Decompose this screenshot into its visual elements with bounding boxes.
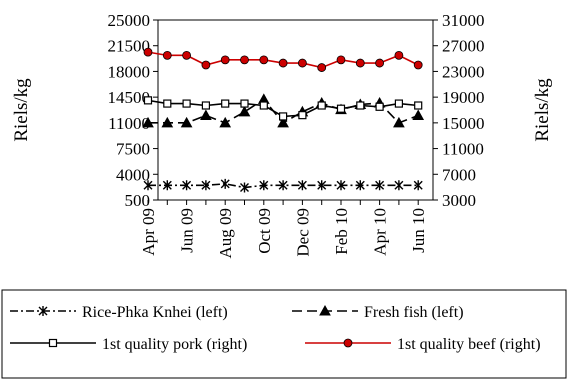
left-axis-tick-label: 25000 (108, 11, 151, 30)
series-3-point (297, 58, 307, 68)
series-0-point (336, 180, 346, 191)
series-3-point (317, 63, 327, 72)
left-axis-tick-label: 500 (125, 191, 151, 210)
series-0-point (162, 180, 172, 191)
x-axis-tick-label: Apr 10 (371, 208, 390, 256)
series-0-point (143, 180, 153, 191)
legend-entry-label: Fresh fish (left) (364, 304, 464, 321)
series-0-point (201, 180, 211, 191)
series-0-point (355, 180, 365, 191)
x-axis-tick-label: Oct 09 (255, 208, 274, 254)
series-1-point (393, 116, 405, 128)
series-3-point (336, 55, 346, 65)
series-1-point (412, 109, 425, 121)
series-0-point (297, 180, 307, 191)
x-axis-tick-label: Dec 09 (293, 208, 312, 257)
left-axis-tick-label: 14500 (108, 88, 151, 107)
right-axis-tick-label: 31000 (442, 11, 485, 30)
series-2-point (414, 101, 423, 110)
series-3-point (278, 58, 288, 68)
x-axis-tick-label: Jun 10 (409, 208, 428, 253)
x-axis-tick-label: Aug 09 (216, 208, 235, 259)
series-1-point (219, 116, 232, 128)
series-2-point (143, 96, 153, 105)
legend-swatch-marker (48, 338, 58, 348)
right-axis-tick-label: 23000 (442, 62, 485, 81)
legend-swatch-marker (343, 338, 353, 348)
series-2-point (182, 99, 191, 108)
series-0-point (278, 180, 288, 191)
series-1-point (200, 109, 212, 121)
right-axis-title: Riels/kg (532, 78, 553, 142)
left-axis-tick-label: 11000 (108, 114, 150, 133)
series-0-point (220, 178, 230, 189)
series-3-point (143, 47, 153, 57)
series-3-point (201, 60, 211, 70)
right-axis-tick-label: 7000 (442, 165, 476, 184)
series-2-point (279, 112, 288, 121)
series-2-point (394, 99, 403, 108)
legend-entry-label: Rice-Phka Knhei (left) (82, 304, 228, 321)
right-axis-tick-label: 19000 (442, 88, 485, 107)
series-2-point (356, 101, 365, 110)
series-0-point (317, 180, 327, 191)
legend-swatch-marker (38, 306, 48, 316)
series-3-point (375, 58, 385, 68)
x-axis-tick-label: Apr 09 (139, 208, 158, 256)
series-3-point (162, 50, 172, 60)
series-3-point (220, 55, 230, 65)
series-3-point (240, 55, 249, 65)
series-layer (142, 47, 425, 193)
x-axis-tick-label: Feb 10 (332, 208, 351, 255)
right-axis-tick-label: 27000 (442, 37, 485, 56)
series-1-point (180, 116, 193, 128)
series-3-point (355, 58, 365, 68)
right-axis-tick-label: 3000 (442, 191, 476, 210)
series-0-point (240, 182, 249, 193)
left-axis-tick-label: 7500 (116, 140, 150, 159)
series-2-point (375, 102, 384, 111)
series-2-point (298, 111, 307, 120)
axes-layer: 25000 21500 18000 14500 11000 7500 4000 500 3100… (11, 11, 553, 259)
legend-entry-label: 1st quality pork (right) (102, 336, 247, 353)
series-3-point (413, 60, 423, 70)
left-axis-tick-label: 4000 (116, 165, 150, 184)
left-axis-tick-label: 18000 (108, 62, 151, 81)
right-axis-tick-label: 11000 (442, 140, 484, 159)
series-2-point (240, 99, 249, 108)
series-3-point (182, 50, 192, 60)
series-2-point (317, 101, 326, 110)
series-0-point (413, 180, 423, 191)
series-1-point (161, 116, 174, 128)
series-1-point (277, 116, 289, 128)
x-axis-tick-label: Jun 09 (178, 208, 197, 253)
series-0-point (182, 180, 192, 191)
legend-swatch-marker (319, 304, 331, 316)
series-1-point (142, 116, 154, 128)
left-axis-title: Riels/kg (11, 78, 32, 142)
series-2-point (201, 101, 210, 110)
series-0-point (394, 180, 404, 191)
series-3-point (394, 50, 404, 60)
series-3-point (259, 55, 269, 65)
left-axis-tick-label: 21500 (108, 37, 151, 56)
series-2-point (336, 104, 346, 113)
series-2-point (163, 99, 172, 108)
plot-area (157, 19, 434, 201)
right-axis-tick-label: 15000 (442, 114, 485, 133)
legend-entry-label: 1st quality beef (right) (397, 336, 541, 353)
series-0-point (259, 180, 269, 191)
series-2-point (259, 101, 268, 110)
legend-box (1, 289, 567, 379)
series-0-point (375, 180, 385, 191)
series-2-point (221, 99, 230, 108)
series-1-point (238, 105, 251, 117)
legend: Rice-Phka Knhei (left) Fresh fish (left) 1… (1, 289, 567, 379)
